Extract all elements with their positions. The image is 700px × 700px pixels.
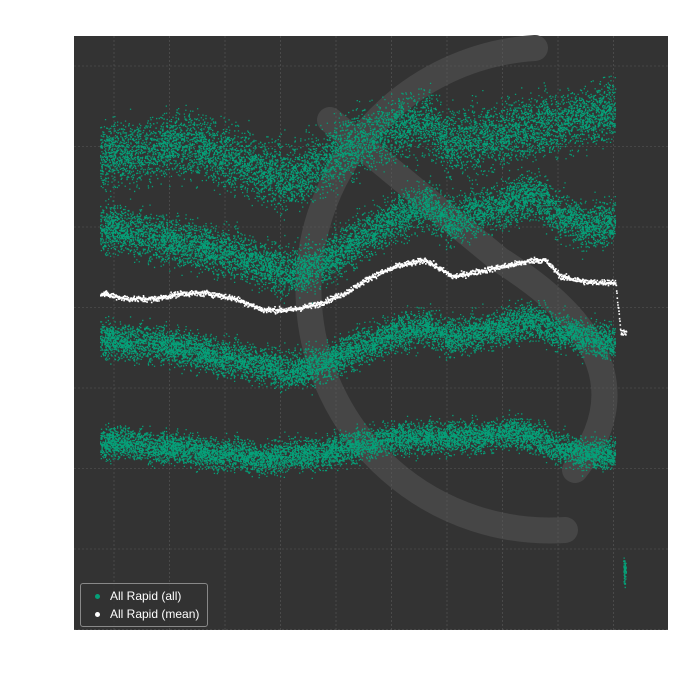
- scatter-points-all: [100, 75, 627, 589]
- legend-item-all: All Rapid (all): [87, 587, 199, 605]
- legend: All Rapid (all) All Rapid (mean): [80, 583, 209, 627]
- scatter-point-cloud: [100, 75, 627, 589]
- legend-item-mean: All Rapid (mean): [87, 605, 199, 623]
- legend-marker-mean: [95, 611, 100, 617]
- legend-marker-all: [95, 593, 100, 599]
- legend-label-mean: All Rapid (mean): [110, 607, 200, 621]
- legend-label-all: All Rapid (all): [110, 589, 182, 603]
